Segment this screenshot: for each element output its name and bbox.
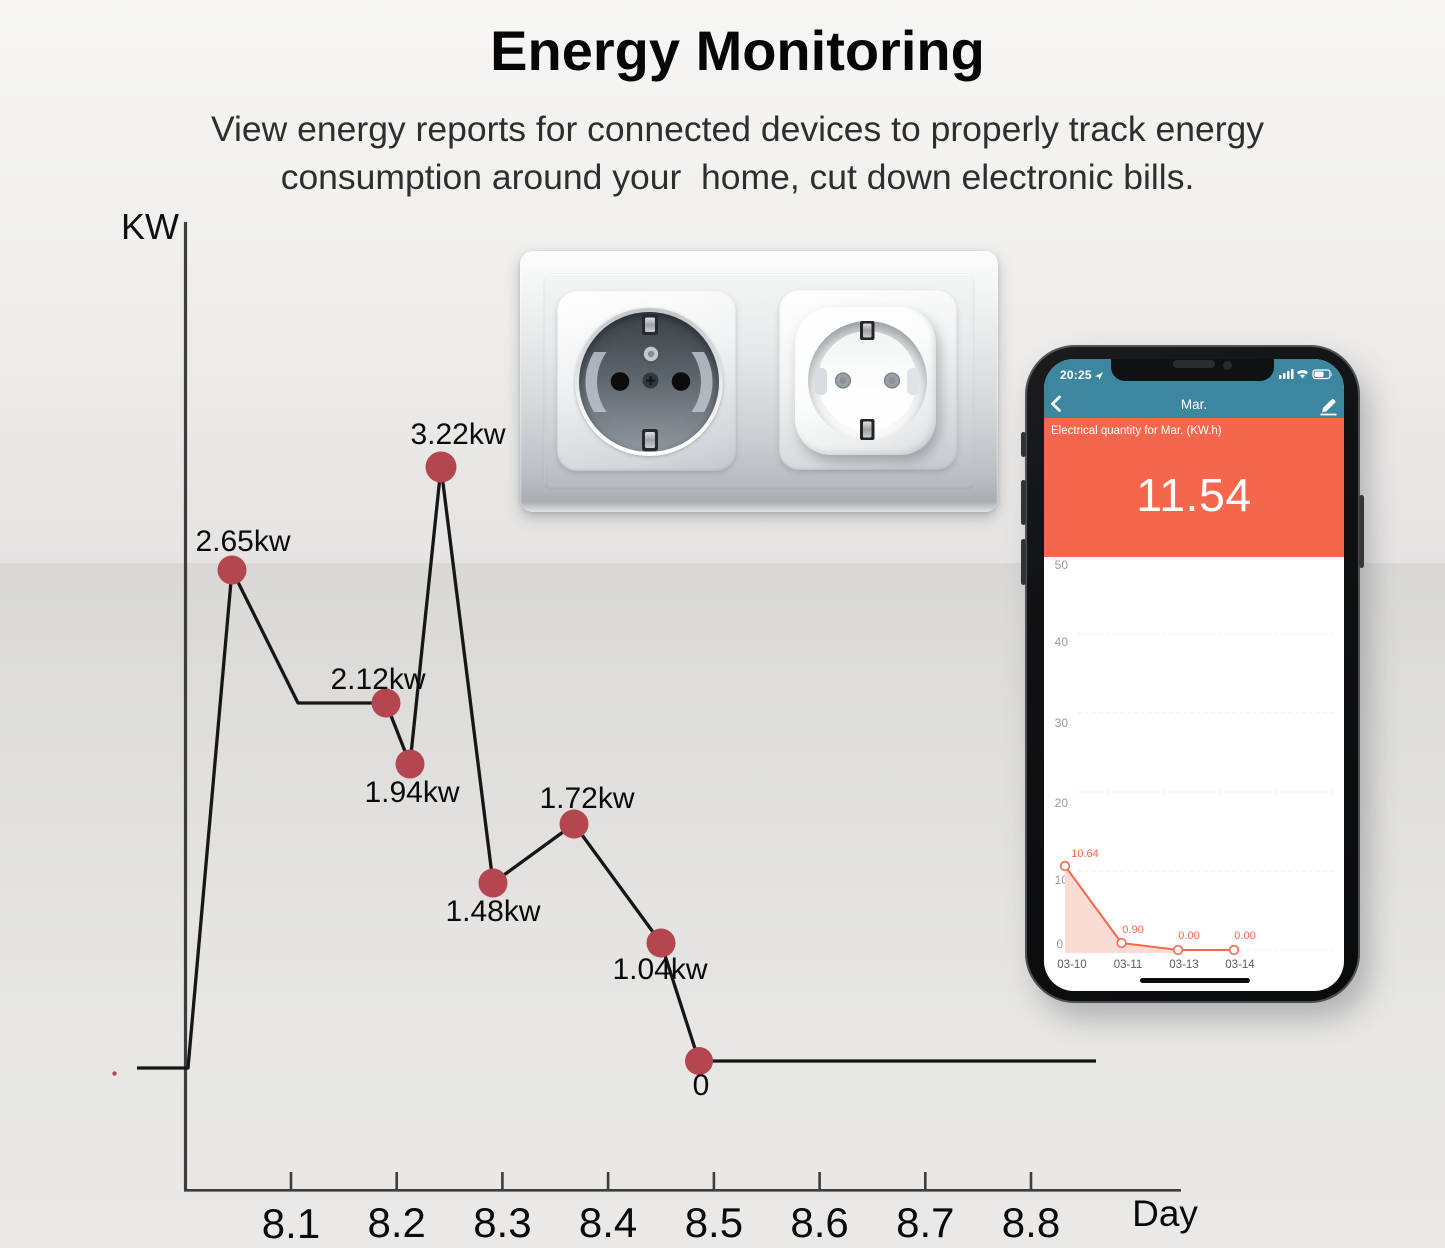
svg-text:3.22kw: 3.22kw [410,418,505,451]
svg-text:8.6: 8.6 [790,1199,848,1246]
svg-text:8.3: 8.3 [473,1199,531,1246]
svg-text:0: 0 [1056,937,1063,951]
svg-text:03-11: 03-11 [1114,959,1143,971]
svg-text:1.48kw: 1.48kw [445,895,540,928]
svg-text:0.00: 0.00 [1234,930,1255,942]
svg-text:1.94kw: 1.94kw [364,776,459,809]
svg-text:2.12kw: 2.12kw [330,663,425,696]
svg-text:1.04kw: 1.04kw [612,953,707,986]
svg-text:10.64: 10.64 [1071,848,1099,860]
svg-text:8.7: 8.7 [896,1199,954,1246]
svg-text:30: 30 [1055,716,1069,730]
svg-text:1.72kw: 1.72kw [539,782,634,815]
svg-text:0.90: 0.90 [1122,924,1143,936]
svg-text:50: 50 [1055,558,1069,572]
svg-text:Mar.: Mar. [1181,397,1207,412]
svg-text:8.5: 8.5 [685,1199,743,1246]
svg-text:0.00: 0.00 [1178,930,1199,942]
svg-text:20: 20 [1055,796,1069,810]
svg-text:KW: KW [121,206,179,247]
svg-text:03-13: 03-13 [1169,959,1198,971]
svg-text:8.1: 8.1 [262,1200,320,1247]
svg-text:8.8: 8.8 [1002,1199,1060,1246]
svg-text:03-10: 03-10 [1057,959,1086,971]
svg-text:Day: Day [1132,1193,1198,1234]
svg-text:40: 40 [1055,635,1069,649]
svg-text:8.4: 8.4 [579,1199,637,1246]
svg-text:10: 10 [1055,873,1069,887]
svg-text:2.65kw: 2.65kw [195,525,290,558]
svg-text:03-14: 03-14 [1225,959,1255,971]
svg-text:0: 0 [693,1069,710,1102]
svg-text:8.2: 8.2 [368,1199,426,1246]
